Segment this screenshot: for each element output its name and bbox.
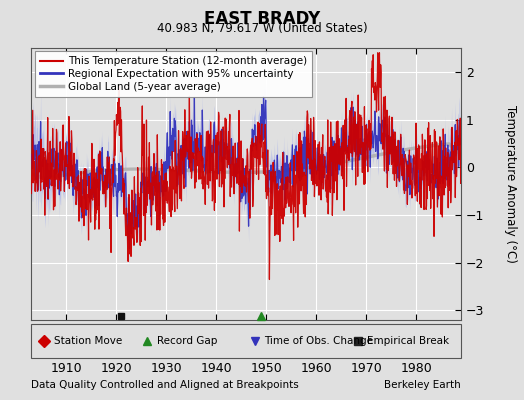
Text: 1910: 1910 (51, 362, 82, 375)
Legend: This Temperature Station (12-month average), Regional Expectation with 95% uncer: This Temperature Station (12-month avera… (35, 51, 312, 97)
Text: Empirical Break: Empirical Break (367, 336, 450, 346)
Text: 1970: 1970 (351, 362, 382, 375)
Text: 1950: 1950 (250, 362, 282, 375)
Text: Data Quality Controlled and Aligned at Breakpoints: Data Quality Controlled and Aligned at B… (31, 380, 299, 390)
Text: Station Move: Station Move (54, 336, 122, 346)
Text: Time of Obs. Change: Time of Obs. Change (264, 336, 373, 346)
Text: Record Gap: Record Gap (157, 336, 217, 346)
Text: 1930: 1930 (150, 362, 182, 375)
Text: 1920: 1920 (101, 362, 132, 375)
Text: 1980: 1980 (400, 362, 432, 375)
Y-axis label: Temperature Anomaly (°C): Temperature Anomaly (°C) (504, 105, 517, 263)
Text: 1960: 1960 (300, 362, 332, 375)
Text: Berkeley Earth: Berkeley Earth (385, 380, 461, 390)
Text: 1940: 1940 (201, 362, 232, 375)
Text: EAST BRADY: EAST BRADY (204, 10, 320, 28)
Text: 40.983 N, 79.617 W (United States): 40.983 N, 79.617 W (United States) (157, 22, 367, 35)
